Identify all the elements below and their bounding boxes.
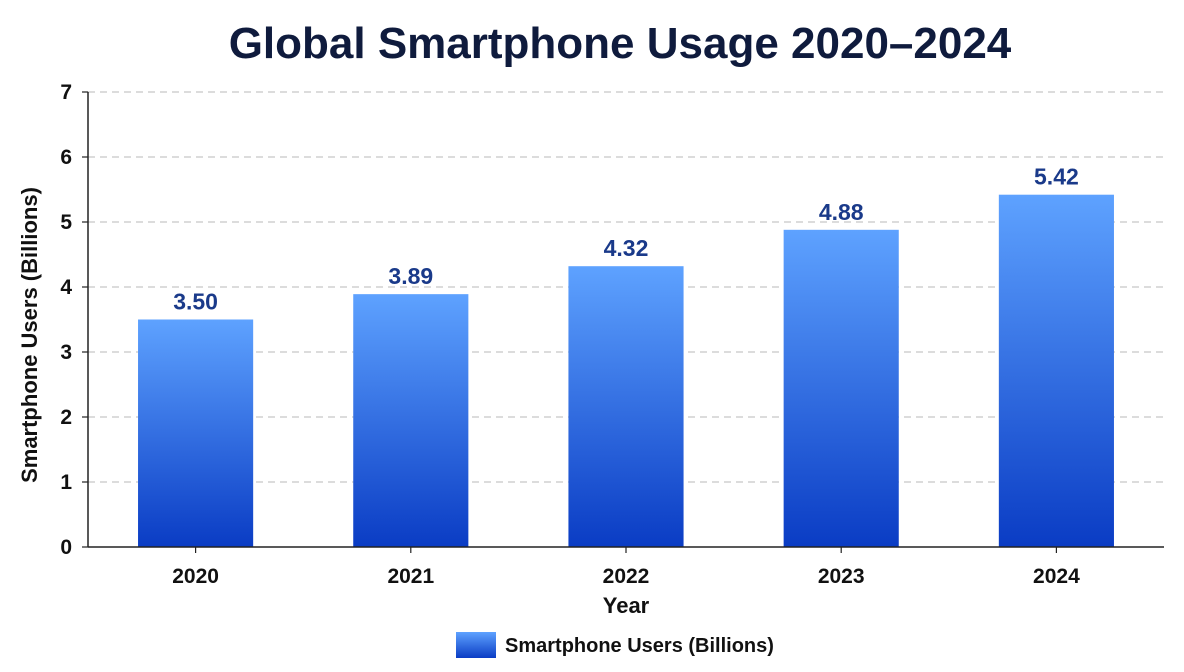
- x-tick-label-2022: 2022: [603, 565, 650, 588]
- y-tick-label: 5: [60, 211, 72, 234]
- x-tick-label-2021: 2021: [387, 565, 434, 588]
- data-label-2020: 3.50: [173, 289, 218, 315]
- bar-2021: [353, 294, 469, 547]
- legend: Smartphone Users (Billions): [456, 632, 774, 658]
- x-axis-label: Year: [603, 593, 650, 618]
- y-tick-label: 1: [60, 471, 72, 494]
- y-axis-ticks: 0 1 2 3 4 5 6 7: [60, 81, 88, 559]
- y-tick-label: 3: [60, 341, 72, 364]
- y-tick-label: 0: [60, 536, 72, 559]
- bar-2023: [783, 229, 899, 548]
- data-label-2023: 4.88: [819, 199, 864, 225]
- bar-2024: [998, 194, 1114, 547]
- bar-2020: [138, 319, 254, 547]
- y-tick-label: 4: [60, 276, 72, 299]
- data-label-2024: 5.42: [1034, 164, 1079, 190]
- y-axis-label: Smartphone Users (Billions): [17, 187, 42, 483]
- x-tick-label-2023: 2023: [818, 565, 865, 588]
- bars: [138, 194, 1114, 548]
- x-tick-label-2024: 2024: [1033, 565, 1080, 588]
- y-tick-label: 7: [60, 81, 72, 104]
- data-label-2022: 4.32: [604, 235, 649, 261]
- x-tick-label-2020: 2020: [172, 565, 219, 588]
- y-tick-label: 6: [60, 146, 72, 169]
- y-tick-label: 2: [60, 406, 72, 429]
- chart-title: Global Smartphone Usage 2020–2024: [229, 19, 1012, 68]
- legend-label: Smartphone Users (Billions): [505, 635, 774, 657]
- legend-swatch: [456, 632, 496, 658]
- bar-2022: [568, 266, 684, 547]
- data-labels: 3.50 3.89 4.32 4.88 5.42: [173, 164, 1079, 315]
- data-label-2021: 3.89: [388, 263, 433, 289]
- x-axis-ticks: 2020 2021 2022 2023 2024: [172, 547, 1080, 588]
